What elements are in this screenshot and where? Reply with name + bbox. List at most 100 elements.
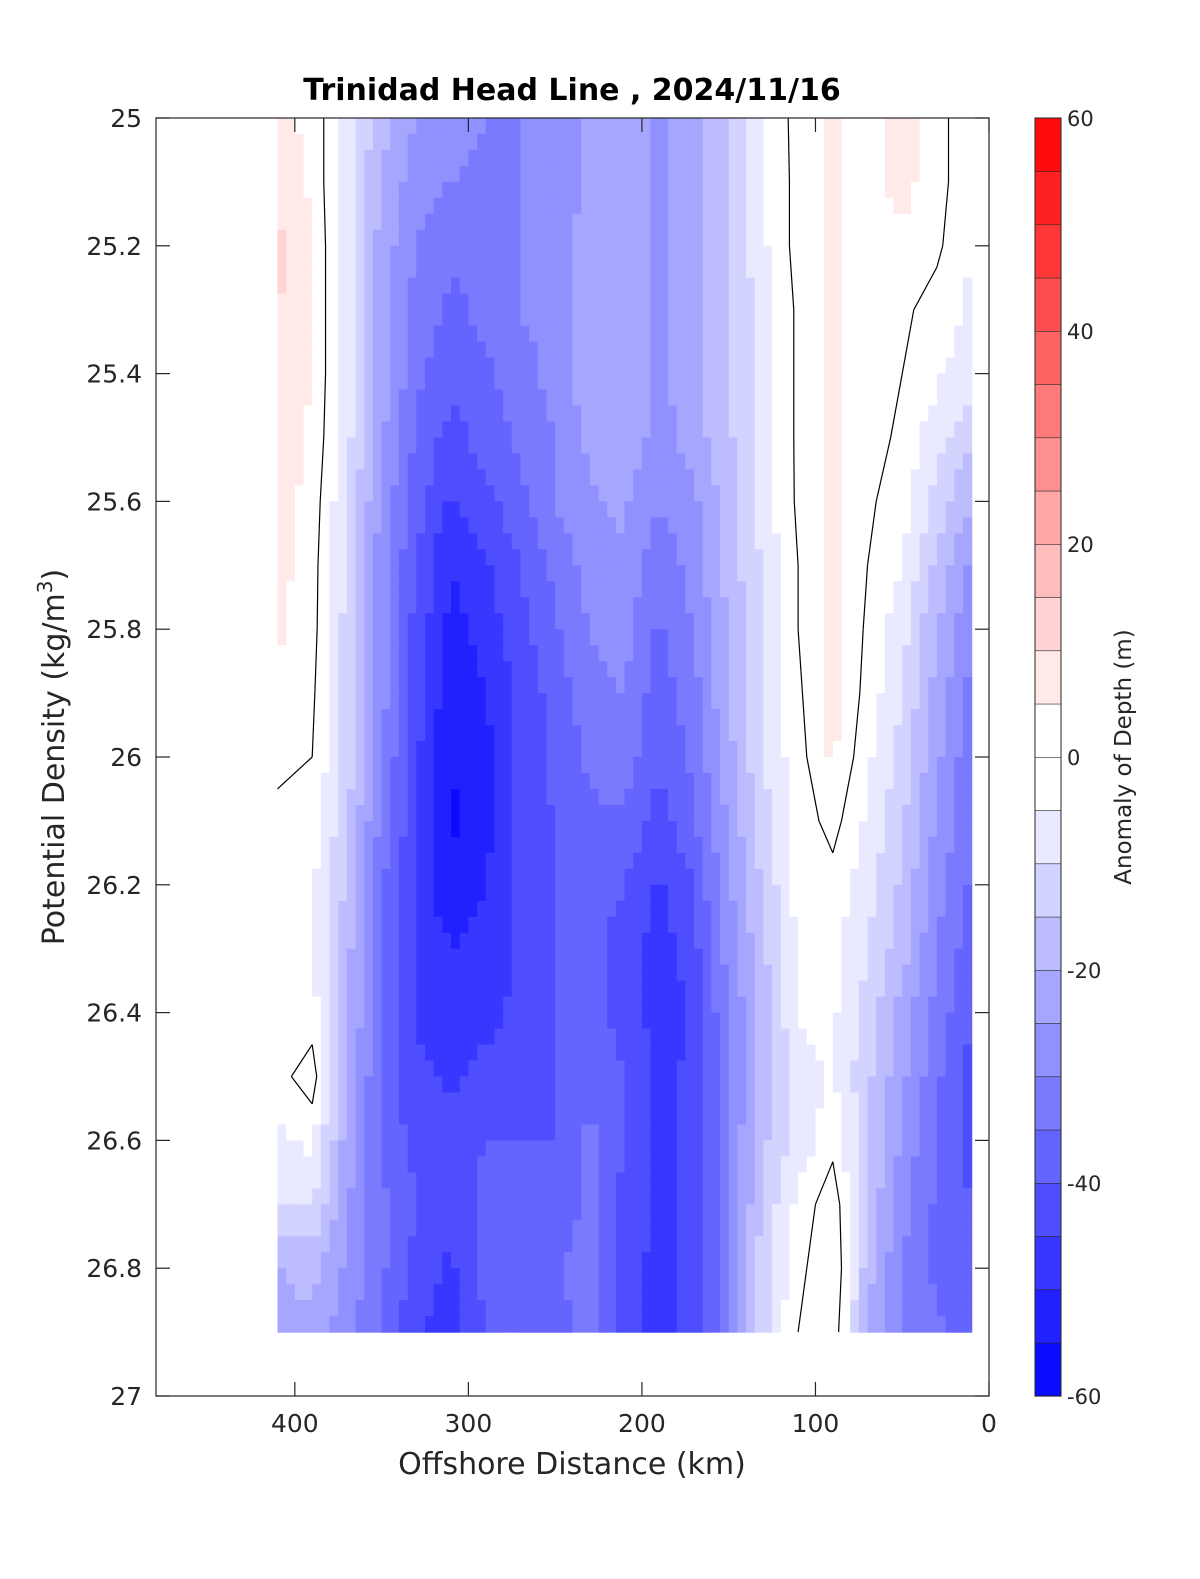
contour-cell	[546, 645, 556, 662]
contour-cell	[459, 1012, 469, 1030]
contour-cell	[312, 581, 322, 598]
contour-cell	[390, 261, 400, 279]
contour-cell	[511, 149, 522, 167]
contour-cell	[572, 165, 582, 183]
contour-cell	[355, 325, 365, 343]
contour-cell	[555, 149, 565, 167]
contour-cell	[433, 1060, 443, 1078]
contour-cell	[893, 293, 903, 311]
contour-cell	[286, 501, 296, 518]
contour-cell	[659, 1028, 669, 1046]
contour-cell	[364, 533, 374, 550]
contour-cell	[416, 1028, 426, 1046]
contour-cell	[641, 181, 652, 199]
contour-cell	[355, 469, 365, 487]
contour-cell	[477, 964, 487, 982]
contour-cell	[294, 1044, 305, 1062]
contour-cell	[563, 964, 574, 982]
contour-cell	[589, 661, 600, 678]
contour-cell	[728, 469, 738, 487]
contour-cell	[954, 677, 964, 694]
contour-cell	[676, 485, 686, 502]
contour-cell	[867, 517, 877, 534]
contour-cell	[529, 597, 539, 614]
contour-cell	[520, 229, 530, 247]
contour-cell	[815, 245, 825, 263]
contour-cell	[789, 165, 799, 183]
contour-cell	[676, 277, 686, 295]
contour-cell	[945, 469, 955, 487]
contour-cell	[615, 884, 626, 902]
contour-cell	[581, 709, 591, 726]
contour-cell	[867, 549, 877, 566]
contour-cell	[746, 772, 756, 790]
contour-cell	[320, 725, 331, 742]
contour-cell	[555, 341, 565, 359]
contour-cell	[390, 1060, 400, 1078]
contour-cell	[286, 261, 296, 279]
contour-cell	[581, 421, 591, 439]
contour-cell	[763, 213, 773, 231]
contour-cell	[529, 948, 539, 966]
contour-cell	[572, 229, 582, 247]
contour-cell	[754, 916, 764, 934]
contour-cell	[945, 884, 955, 902]
contour-cell	[398, 741, 409, 758]
contour-cell	[277, 437, 287, 455]
contour-cell	[581, 309, 591, 327]
contour-cell	[832, 517, 843, 534]
contour-cell	[737, 645, 747, 662]
contour-cell	[711, 788, 721, 806]
contour-cell	[650, 261, 660, 279]
contour-cell	[693, 437, 704, 455]
contour-cell	[485, 1124, 496, 1141]
contour-cell	[633, 453, 643, 471]
contour-cell	[728, 277, 738, 295]
contour-cell	[624, 1108, 634, 1126]
contour-cell	[581, 661, 591, 678]
contour-cell	[928, 118, 938, 135]
contour-cell	[607, 772, 617, 790]
contour-cell	[720, 613, 730, 630]
contour-cell	[546, 1028, 556, 1046]
contour-cell	[954, 645, 964, 662]
contour-cell	[320, 1124, 331, 1141]
contour-cell	[581, 565, 591, 582]
contour-cell	[884, 788, 895, 806]
contour-cell	[711, 900, 721, 918]
contour-cell	[641, 661, 652, 678]
contour-cell	[720, 1060, 730, 1078]
contour-cell	[615, 1076, 626, 1094]
contour-cell	[633, 948, 643, 966]
contour-cell	[390, 437, 400, 455]
contour-cell	[633, 517, 643, 534]
contour-cell	[537, 213, 548, 231]
contour-cell	[780, 836, 791, 854]
contour-cell	[494, 581, 504, 598]
contour-cell	[563, 1028, 574, 1046]
contour-cell	[286, 932, 296, 950]
contour-cell	[624, 852, 634, 870]
contour-cell	[650, 389, 660, 407]
contour-cell	[693, 421, 704, 439]
contour-cell	[789, 501, 799, 518]
contour-cell	[511, 1028, 522, 1046]
contour-cell	[485, 373, 496, 391]
contour-cell	[693, 181, 704, 199]
contour-cell	[494, 181, 504, 199]
contour-cell	[485, 1076, 496, 1094]
contour-cell	[676, 133, 686, 151]
contour-cell	[398, 501, 409, 518]
contour-cell	[607, 1060, 617, 1078]
contour-cell	[511, 485, 522, 502]
contour-cell	[685, 741, 695, 758]
contour-cell	[772, 133, 782, 151]
contour-cell	[607, 916, 617, 934]
contour-cell	[728, 613, 738, 630]
contour-cell	[563, 1044, 574, 1062]
contour-cell	[824, 884, 834, 902]
contour-cell	[763, 725, 773, 742]
contour-cell	[910, 693, 921, 710]
contour-cell	[815, 565, 825, 582]
contour-cell	[919, 964, 929, 982]
